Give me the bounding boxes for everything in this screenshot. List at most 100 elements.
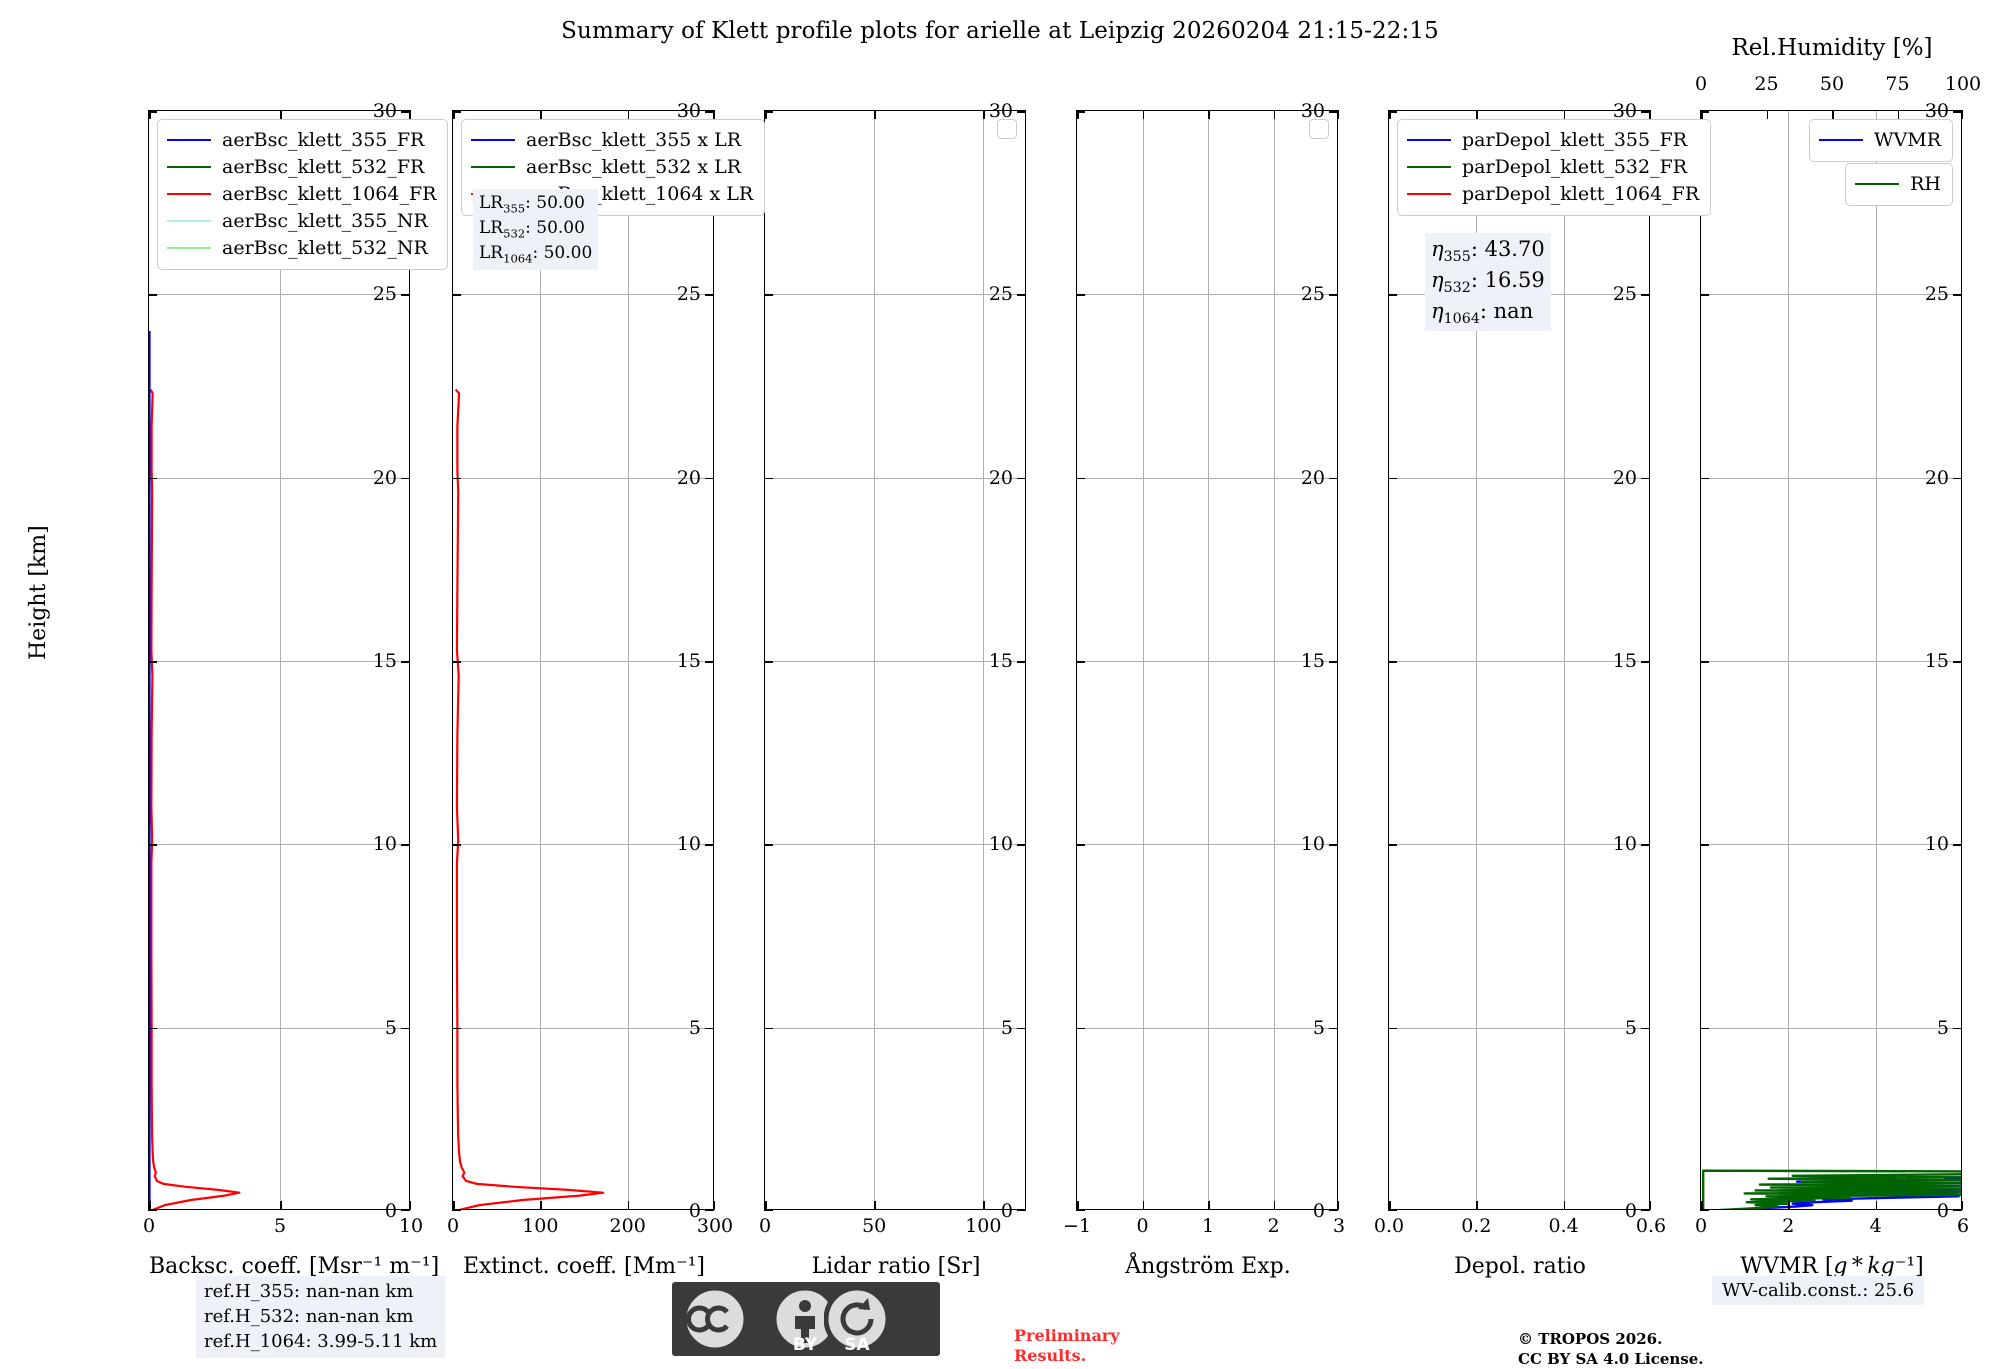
copyright-line-2: CC BY SA 4.0 License.	[1518, 1350, 1704, 1369]
legend-item[interactable]: parDepol_klett_532_FR	[1407, 154, 1699, 181]
legend-item[interactable]: parDepol_klett_1064_FR	[1407, 181, 1699, 208]
gridline-vertical	[1564, 111, 1565, 1209]
y-tick-mark-right	[1953, 294, 1962, 296]
legend-item[interactable]: aerBsc_klett_355 x LR	[471, 127, 753, 154]
legend-item[interactable]: RH	[1855, 171, 1941, 198]
y-tick-mark	[1700, 1209, 1709, 1211]
y-tick-mark-right	[1953, 661, 1962, 663]
y-tick-mark-right	[1329, 661, 1338, 663]
y-tick-mark	[1388, 111, 1397, 113]
legend-color-swatch	[471, 139, 515, 141]
y-tick-mark-right	[401, 844, 410, 846]
legend-color-swatch	[471, 166, 515, 168]
legend-wvmr-rh-wvmr[interactable]: WVMR	[1809, 119, 1953, 162]
top-x-tick-label: 100	[1945, 73, 1981, 95]
annotation-row: LR532: 50.00	[479, 217, 592, 242]
y-tick-label: 25	[677, 283, 701, 305]
y-tick-mark-right	[1329, 111, 1338, 113]
plot-area-wvmr-rh	[1701, 111, 1961, 1209]
plot-area-lidar-ratio	[765, 111, 1025, 1209]
top-x-tick-label: 25	[1754, 73, 1778, 95]
y-tick-mark-right	[1329, 294, 1338, 296]
y-tick-mark	[1700, 111, 1709, 113]
top-x-tick-mark	[1898, 110, 1900, 119]
legend-wvmr-rh-rh[interactable]: RH	[1845, 163, 1953, 206]
gridline-horizontal	[1077, 1028, 1337, 1029]
y-tick-mark	[148, 1209, 157, 1211]
y-tick-label: 5	[1625, 1017, 1637, 1039]
y-tick-label: 20	[1301, 467, 1325, 489]
empty-legend-box-lidar-ratio[interactable]	[997, 119, 1017, 139]
legend-item[interactable]: WVMR	[1819, 127, 1941, 154]
legend-color-swatch	[1855, 183, 1899, 185]
y-tick-label: 15	[1613, 650, 1637, 672]
x-tick-label: 100	[965, 1215, 1001, 1237]
legend-color-swatch	[1819, 139, 1863, 141]
y-tick-mark	[764, 844, 773, 846]
x-tick-mark-top	[1143, 110, 1145, 119]
legend-item[interactable]: aerBsc_klett_1064_FR	[167, 181, 436, 208]
y-tick-mark	[1388, 478, 1397, 480]
y-tick-mark	[1076, 1028, 1085, 1030]
legend-color-swatch	[167, 220, 211, 222]
legend-item[interactable]: aerBsc_klett_355_NR	[167, 208, 436, 235]
y-tick-mark-right	[1953, 478, 1962, 480]
legend-item[interactable]: aerBsc_klett_532_FR	[167, 154, 436, 181]
legend-label: WVMR	[1874, 127, 1941, 154]
legend-label: aerBsc_klett_355 x LR	[526, 127, 741, 154]
y-tick-label: 5	[1313, 1017, 1325, 1039]
legend-item[interactable]: parDepol_klett_355_FR	[1407, 127, 1699, 154]
y-tick-mark-right	[401, 478, 410, 480]
x-tick-label: 3	[1333, 1215, 1345, 1237]
top-x-tick-label: 50	[1820, 73, 1844, 95]
gridline-vertical	[1208, 111, 1209, 1209]
x-tick-mark-top	[280, 110, 282, 119]
x-tick-label: 10	[399, 1215, 423, 1237]
x-tick-label: 0.4	[1549, 1215, 1579, 1237]
x-tick-mark	[983, 1201, 985, 1210]
annotation-row: LR1064: 50.00	[479, 242, 592, 267]
empty-legend-box-angstrom[interactable]	[1309, 119, 1329, 139]
y-tick-mark-right	[1017, 844, 1026, 846]
legend-label: aerBsc_klett_355_NR	[222, 208, 428, 235]
y-tick-mark	[764, 1209, 773, 1211]
y-tick-mark	[148, 478, 157, 480]
gridline-horizontal	[765, 661, 1025, 662]
legend-item[interactable]: aerBsc_klett_355_FR	[167, 127, 436, 154]
ref-h-355: ref.H_355: nan-nan km	[204, 1279, 437, 1304]
legend-item[interactable]: aerBsc_klett_532_NR	[167, 235, 436, 262]
y-tick-label: 5	[385, 1017, 397, 1039]
y-tick-label: 0	[385, 1200, 397, 1222]
legend-label: RH	[1910, 171, 1941, 198]
gridline-vertical	[983, 111, 984, 1209]
legend-label: parDepol_klett_1064_FR	[1462, 181, 1699, 208]
copyright-notice: © TROPOS 2026. CC BY SA 4.0 License.	[1518, 1330, 1704, 1369]
y-tick-mark-right	[1329, 1209, 1338, 1211]
x-tick-label: 0.2	[1461, 1215, 1491, 1237]
legend-item[interactable]: aerBsc_klett_532 x LR	[471, 154, 753, 181]
copyright-line-1: © TROPOS 2026.	[1518, 1330, 1704, 1350]
y-tick-mark-right	[1953, 111, 1962, 113]
gridline-horizontal	[1077, 661, 1337, 662]
y-tick-mark-right	[1017, 1028, 1026, 1030]
gridline-horizontal	[1077, 844, 1337, 845]
plot-area-extinction	[453, 111, 713, 1209]
gridline-horizontal	[765, 1028, 1025, 1029]
data-series-layer	[1701, 111, 1961, 1209]
y-tick-label: 10	[1925, 833, 1949, 855]
x-tick-mark-top	[983, 110, 985, 119]
y-tick-mark-right	[1641, 111, 1650, 113]
y-tick-mark-right	[401, 661, 410, 663]
x-tick-mark	[1564, 1201, 1566, 1210]
x-tick-mark-top	[1564, 110, 1566, 119]
x-tick-label: 0	[759, 1215, 771, 1237]
y-tick-label: 20	[373, 467, 397, 489]
x-tick-mark	[874, 1201, 876, 1210]
y-tick-label: 20	[677, 467, 701, 489]
preliminary-line-2: Results.	[1014, 1346, 1120, 1366]
y-tick-mark	[148, 1028, 157, 1030]
y-tick-mark	[1388, 1209, 1397, 1211]
